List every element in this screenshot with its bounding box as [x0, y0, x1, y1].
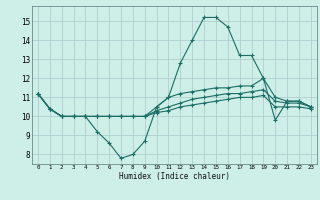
X-axis label: Humidex (Indice chaleur): Humidex (Indice chaleur) [119, 172, 230, 181]
